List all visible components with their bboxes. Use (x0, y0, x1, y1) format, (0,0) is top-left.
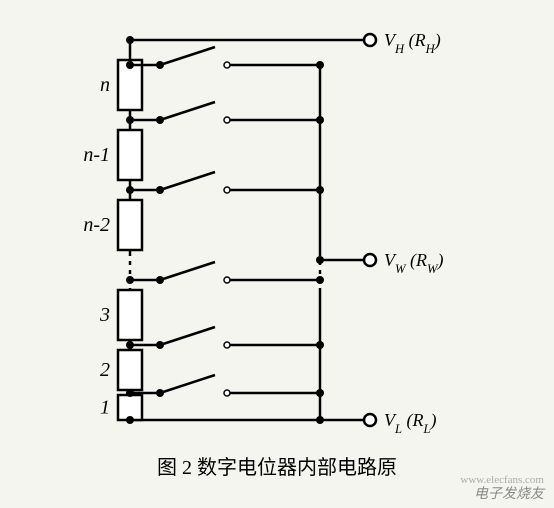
svg-text:VW (RW): VW (RW) (384, 250, 444, 276)
svg-text:3: 3 (99, 304, 110, 326)
svg-text:n-1: n-1 (83, 144, 110, 166)
svg-text:2: 2 (100, 359, 110, 381)
svg-text:n: n (100, 74, 110, 96)
svg-text:n-2: n-2 (83, 214, 110, 236)
watermark-logo: 电子发烧友 (474, 483, 544, 503)
svg-text:VH (RH): VH (RH) (384, 30, 441, 56)
svg-text:VL (RL): VL (RL) (384, 410, 437, 436)
circuit-diagram: n n-1 n-2 3 2 1 VH (RH) VW (RW) VL (RL) (60, 20, 460, 440)
svg-text:1: 1 (100, 397, 110, 419)
circuit-svg: n n-1 n-2 3 2 1 VH (RH) VW (RW) VL (RL) (60, 20, 460, 440)
